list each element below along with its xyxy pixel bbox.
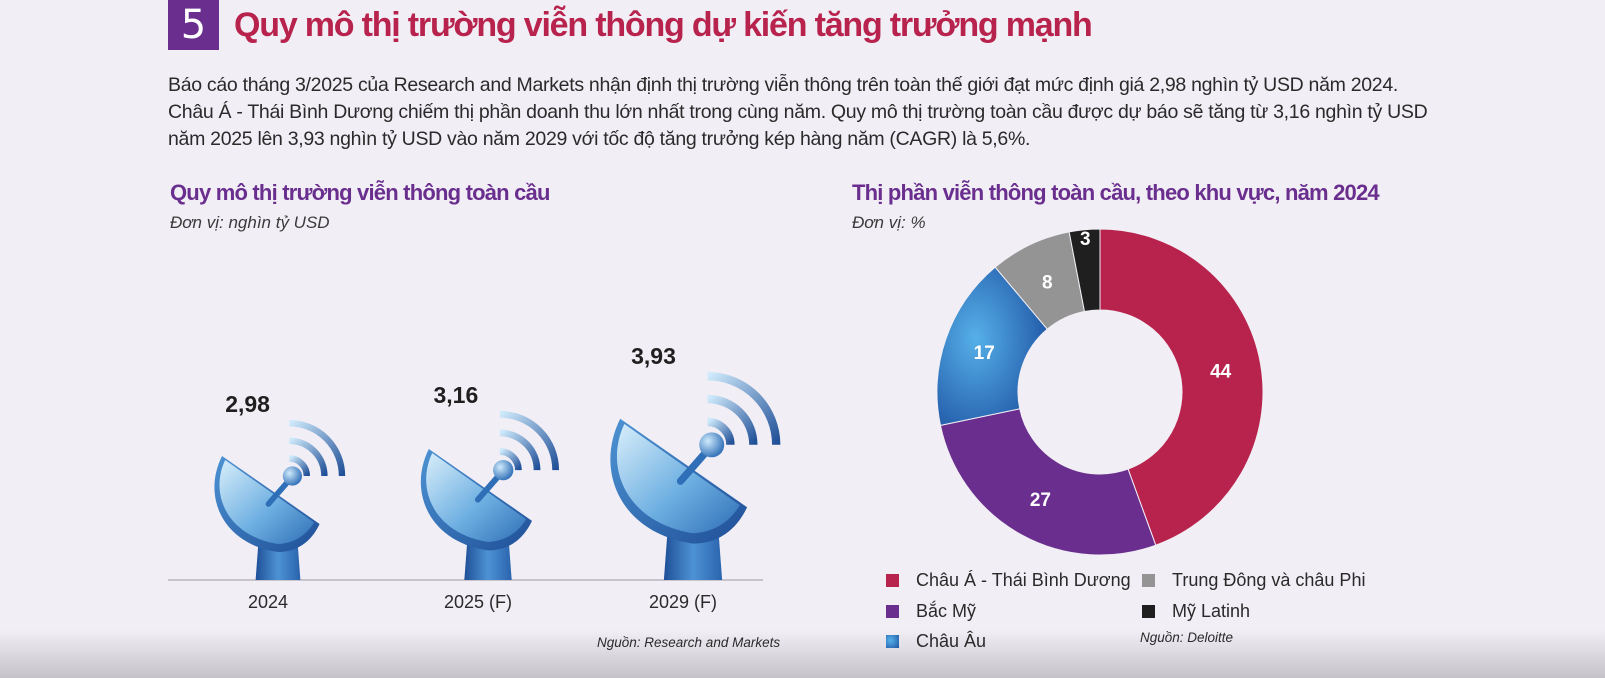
legend-label: Châu Âu xyxy=(916,631,987,651)
data-label: 3,16 xyxy=(433,382,478,408)
slice-value-label: 27 xyxy=(1030,490,1051,511)
right-chart-source: Nguồn: Deloitte xyxy=(1140,630,1234,645)
legend-label: Châu Á - Thái Bình Dương xyxy=(916,570,1131,590)
data-label: 2,98 xyxy=(225,391,270,417)
right-chart-title: Thị phần viễn thông toàn cầu, theo khu v… xyxy=(852,180,1380,205)
legend-label: Mỹ Latinh xyxy=(1172,601,1251,621)
bar-mark-dish xyxy=(421,414,556,580)
regional-share-donut: 44 27 17 8 3 xyxy=(936,228,1264,556)
category-tick-label: 2025 (F) xyxy=(444,592,512,612)
slice-value-label: 17 xyxy=(974,343,995,364)
donut-slice xyxy=(1099,228,1264,546)
market-size-chart: 2,98 2024 3,16 2025 (F) 3,93 2029 (F) xyxy=(168,343,788,612)
category-tick-label: 2024 xyxy=(248,592,288,612)
legend-label: Bắc Mỹ xyxy=(916,601,977,621)
intro-line: Báo cáo tháng 3/2025 của Research and Ma… xyxy=(168,74,1399,96)
legend-label: Trung Đông và châu Phi xyxy=(1172,570,1366,590)
section-number-badge: 5 xyxy=(168,0,219,50)
legend-swatch xyxy=(886,605,899,618)
donut-slice xyxy=(939,408,1157,556)
intro-paragraph: Báo cáo tháng 3/2025 của Research and Ma… xyxy=(168,72,1453,153)
legend-swatch xyxy=(886,635,899,648)
left-chart-source: Nguồn: Research and Markets xyxy=(597,635,781,650)
left-chart-unit: Đơn vị: nghìn tỷ USD xyxy=(170,213,330,232)
right-chart-unit: Đơn vị: % xyxy=(852,213,926,232)
slice-value-label: 44 xyxy=(1210,362,1232,383)
left-chart-title: Quy mô thị trường viễn thông toàn cầu xyxy=(170,180,550,205)
legend-swatch xyxy=(1142,574,1155,587)
legend-swatch xyxy=(1142,605,1155,618)
page-title: Quy mô thị trường viễn thông dự kiến tăn… xyxy=(234,6,1093,44)
bar-mark-dish xyxy=(214,423,342,580)
bottom-shade xyxy=(0,630,1605,678)
category-tick-label: 2029 (F) xyxy=(649,592,717,612)
intro-line: năm 2025 lên 3,93 nghìn tỷ USD vào năm 2… xyxy=(168,128,1031,150)
bar-mark-dish xyxy=(610,376,776,580)
intro-line: Châu Á - Thái Bình Dương chiếm thị phần … xyxy=(168,101,1428,123)
donut-slice xyxy=(1068,228,1101,313)
slice-value-label: 8 xyxy=(1042,272,1053,293)
legend-swatch xyxy=(886,574,899,587)
donut-slice xyxy=(936,266,1048,426)
slice-value-label: 3 xyxy=(1080,229,1091,250)
data-label: 3,93 xyxy=(631,343,676,369)
